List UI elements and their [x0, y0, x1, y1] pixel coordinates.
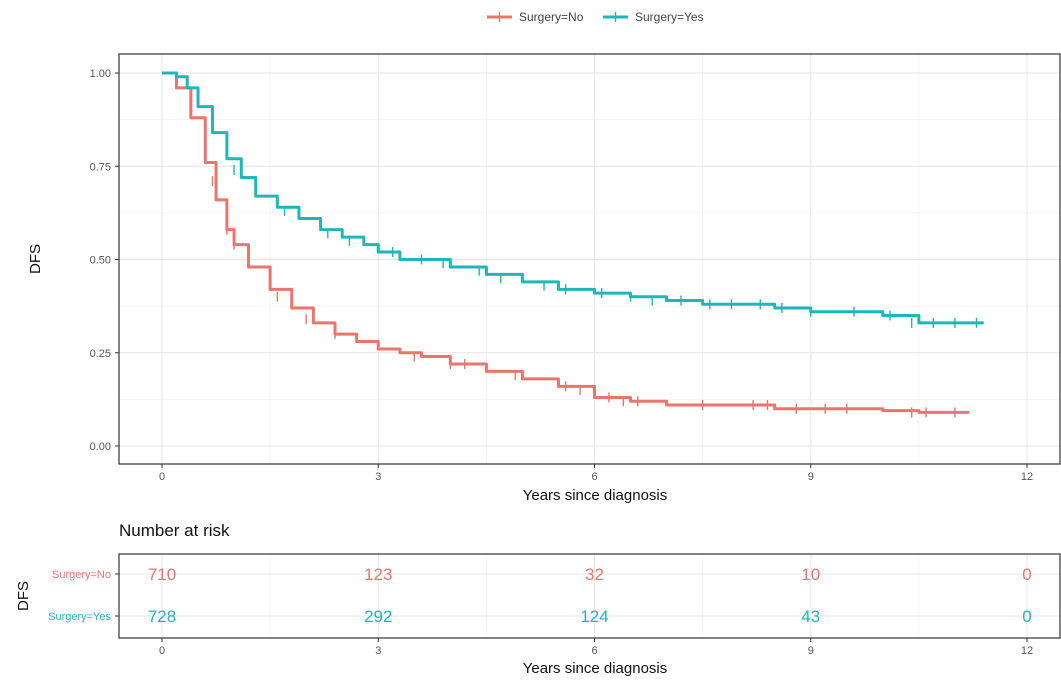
survival-plot: 0.00 0.25 0.50 0.75 1.00 0 3 6 9 12 DFS Years si…: [27, 53, 1061, 504]
risk-table-grid: [119, 554, 1060, 638]
x-tick-label: 6: [591, 471, 597, 483]
legend-label: Surgery=No: [519, 10, 584, 24]
y-tick-label: 0.50: [90, 255, 111, 267]
risk-count: 10: [801, 565, 820, 584]
risk-row-label: Surgery=Yes: [48, 611, 111, 623]
risk-count: 32: [585, 565, 604, 584]
series-line-surgery-yes: [162, 71, 984, 325]
risk-x-tick-label: 6: [591, 645, 597, 657]
x-tick-label: 12: [1021, 471, 1033, 483]
risk-count: 124: [580, 607, 608, 626]
y-tick-label: 0.00: [90, 441, 111, 453]
grid: [119, 54, 1060, 464]
risk-x-tick-label: 9: [808, 645, 814, 657]
risk-row: Surgery=No 710 123 32 10 0: [52, 565, 1032, 584]
risk-x-tick-label: 12: [1021, 645, 1033, 657]
risk-x-tick-label: 0: [159, 645, 165, 657]
risk-table-title: Number at risk: [119, 521, 230, 540]
risk-table-border: [118, 553, 1061, 639]
series-line-surgery-no: [162, 71, 970, 414]
risk-row-label: Surgery=No: [52, 569, 111, 581]
risk-row: Surgery=Yes 728 292 124 43 0: [48, 607, 1032, 626]
legend-item: Surgery=Yes: [603, 10, 704, 24]
x-axis-label: Years since diagnosis: [523, 487, 668, 504]
x-tick-label: 9: [808, 471, 814, 483]
risk-count: 123: [364, 565, 392, 584]
risk-count: 292: [364, 607, 392, 626]
risk-count: 0: [1022, 607, 1031, 626]
legend-item: Surgery=No: [487, 10, 584, 24]
y-axis: 0.00 0.25 0.50 0.75 1.00: [90, 68, 119, 453]
risk-table: Number at risk Surgery=No 710 123 32 10 0Surg…: [15, 521, 1061, 677]
risk-count: 710: [148, 565, 176, 584]
risk-count: 43: [801, 607, 820, 626]
x-axis: 0 3 6 9 12: [159, 464, 1033, 483]
y-axis-label: DFS: [27, 244, 44, 274]
legend-label: Surgery=Yes: [635, 10, 704, 24]
risk-table-x-axis-label: Years since diagnosis: [523, 660, 668, 677]
y-tick-label: 1.00: [90, 68, 111, 80]
legend: Surgery=No Surgery=Yes: [487, 10, 704, 24]
risk-table-x-axis: 0 3 6 9 12: [159, 638, 1033, 657]
y-tick-label: 0.25: [90, 348, 111, 360]
risk-table-y-axis-label: DFS: [15, 581, 32, 611]
series-layer: [162, 71, 984, 418]
x-tick-label: 3: [375, 471, 381, 483]
risk-count: 728: [148, 607, 176, 626]
risk-x-tick-label: 3: [375, 645, 381, 657]
risk-table-rows: Surgery=No 710 123 32 10 0 Surgery=Yes 728 292 12…: [48, 565, 1032, 626]
risk-table-background: [119, 554, 1060, 638]
y-tick-label: 0.75: [90, 161, 111, 173]
x-tick-label: 0: [159, 471, 165, 483]
risk-count: 0: [1022, 565, 1031, 584]
